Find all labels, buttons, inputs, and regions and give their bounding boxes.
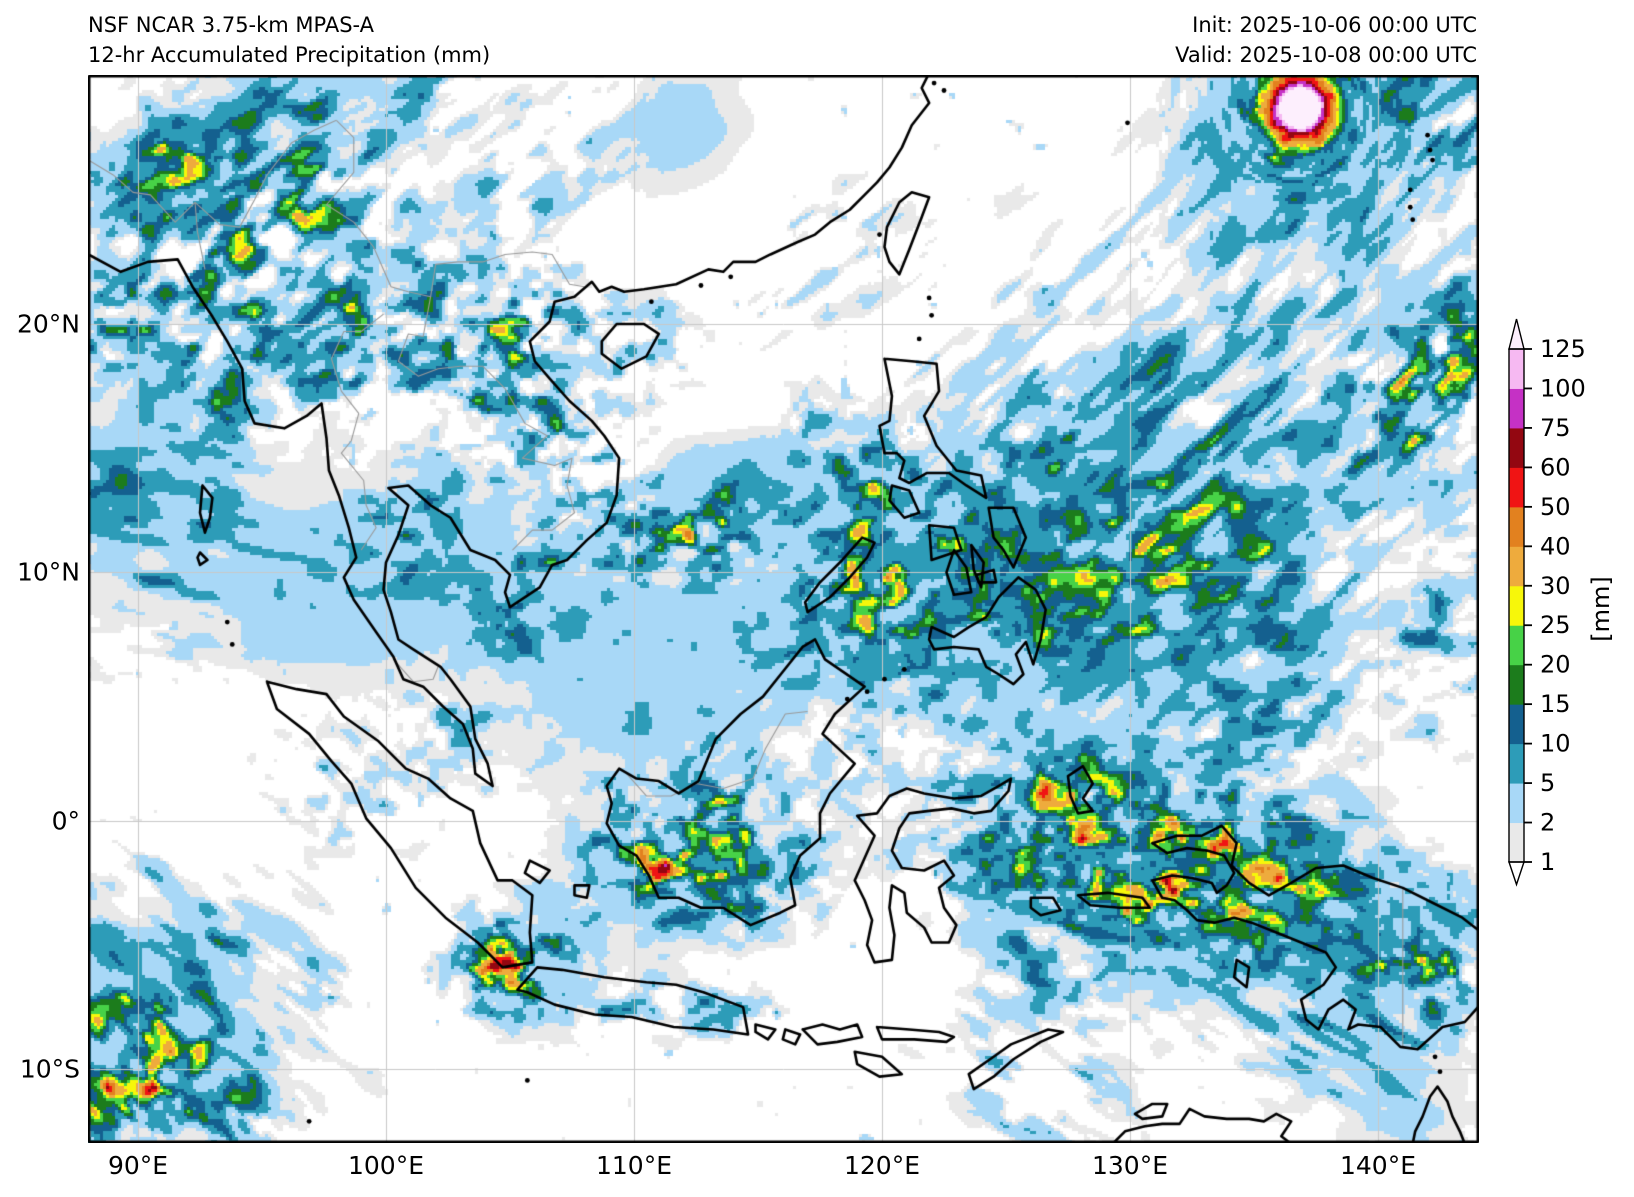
colorbar-tick-label: 125 [1540, 335, 1586, 363]
colorbar-under-arrow [1508, 861, 1525, 887]
colorbar-segment [1509, 388, 1524, 429]
colorbar-tick-label: 20 [1540, 651, 1571, 679]
colorbar-tick-label: 50 [1540, 493, 1571, 521]
colorbar-segment [1509, 467, 1524, 508]
colorbar-tick-label: 100 [1540, 374, 1586, 402]
colorbar-tick-label: 30 [1540, 572, 1571, 600]
colorbar-segment [1509, 822, 1524, 863]
x-tick-label: 130°E [1091, 1151, 1169, 1180]
init-time-label: Init: 2025-10-06 00:00 UTC [1192, 13, 1477, 37]
x-tick-label: 120°E [843, 1151, 921, 1180]
colorbar-tick-label: 15 [1540, 690, 1571, 718]
colorbar-unit-label: [mm] [1587, 576, 1615, 642]
valid-time-label: Valid: 2025-10-08 00:00 UTC [1175, 43, 1477, 67]
colorbar-segment [1509, 349, 1524, 389]
colorbar-segment [1509, 704, 1524, 745]
x-tick-label: 110°E [595, 1151, 673, 1180]
colorbar-tick-label: 25 [1540, 611, 1571, 639]
y-tick-label: 10°S [19, 1054, 80, 1084]
figure-title-model: NSF NCAR 3.75-km MPAS-A [88, 13, 375, 37]
x-tick-label: 140°E [1339, 1151, 1417, 1180]
colorbar-segment [1509, 664, 1524, 705]
colorbar-segment [1509, 743, 1524, 784]
colorbar-tick-label: 10 [1540, 730, 1571, 758]
colorbar-tick-label: 2 [1540, 809, 1555, 837]
x-tick-label: 100°E [347, 1151, 425, 1180]
colorbar-tick-label: 75 [1540, 414, 1571, 442]
y-tick-label: 20°N [16, 309, 80, 339]
colorbar-segment [1509, 585, 1524, 626]
colorbar-tick-label: 5 [1540, 769, 1555, 797]
x-tick-label: 90°E [107, 1151, 169, 1180]
y-tick-label: 10°N [16, 557, 80, 587]
precipitation-map-canvas [88, 75, 1479, 1143]
colorbar-segment [1509, 783, 1524, 824]
figure-title-variable: 12-hr Accumulated Precipitation (mm) [88, 43, 491, 67]
colorbar-segment [1509, 427, 1524, 468]
colorbar-over-arrow [1508, 318, 1525, 350]
colorbar-tick-label: 60 [1540, 453, 1571, 481]
y-tick-label: 0° [51, 806, 80, 836]
colorbar-segment [1509, 625, 1524, 666]
colorbar-outline [1508, 348, 1525, 863]
colorbar-segment [1509, 506, 1524, 547]
colorbar-tick-label: 1 [1540, 848, 1555, 876]
colorbar-segment [1509, 546, 1524, 587]
colorbar-tick-label: 40 [1540, 532, 1571, 560]
